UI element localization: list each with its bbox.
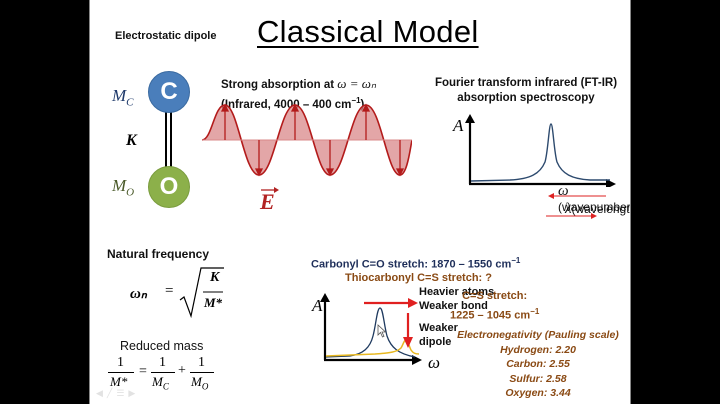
right-arrow-icon	[364, 298, 418, 308]
weaker-dipole-note: Weaker dipole	[419, 321, 458, 349]
spring-constant-label: K	[126, 132, 137, 149]
carbon-atom: C	[148, 71, 190, 113]
menu-icon[interactable]: ☰	[116, 388, 129, 398]
heavier-weaker-note: Heavier atoms Weaker bond	[419, 285, 494, 313]
electric-field-wave	[202, 103, 412, 177]
electronegativity-item: Hydrogen: 2.20	[500, 343, 576, 356]
electronegativity-table: Electronegativity (Pauling scale) Hydrog…	[455, 328, 621, 401]
equals-sign: =	[165, 283, 174, 299]
spring-constant-k: K	[210, 270, 220, 285]
dipole-text: dipole	[419, 336, 452, 348]
heavier-atoms-text: Heavier atoms	[419, 286, 495, 298]
absorption-line-1: Strong absorption at ω = ωₙ	[221, 76, 377, 91]
electronegativity-item: Sulfur: 2.58	[509, 372, 567, 385]
field-arrows	[220, 103, 405, 177]
slide-title: Classical Model	[257, 14, 479, 49]
pen-icon[interactable]: ╱	[106, 388, 117, 398]
fraction-3-den: MO	[191, 374, 209, 392]
thiocarbonyl-stretch: Thiocarbonyl C=S stretch: ?	[345, 272, 492, 284]
natural-frequency-title: Natural frequency	[107, 247, 210, 261]
reduced-mass-symbol: M*	[204, 295, 223, 310]
electric-field-label: E	[260, 189, 275, 214]
fraction-2-num: 1	[159, 355, 166, 370]
mouse-cursor-icon	[377, 324, 387, 338]
carbonyl-stretch: Carbonyl C=O stretch: 1870 – 1550 cm−1	[311, 256, 521, 271]
weaker-bond-text: Weaker bond	[419, 300, 488, 312]
slideshow-toolbar[interactable]: ◀╱☰▶	[96, 388, 139, 399]
fraction-1-den: M*	[110, 374, 128, 389]
rm-equals: =	[139, 364, 147, 379]
fraction-bar	[151, 372, 175, 373]
fraction-3-num: 1	[198, 355, 205, 370]
wavelength-arrow-icon	[546, 213, 597, 219]
spectrum-x-label: ω	[428, 353, 441, 372]
omega-n: ωₙ	[130, 286, 147, 302]
wavenumber-label: ω (wavenumber)	[558, 183, 631, 214]
ftir-title-line-1: Fourier transform infrared (FT-IR)	[434, 77, 618, 89]
weaker-text: Weaker	[419, 322, 458, 334]
ftir-title-line-2: absorption spectroscopy	[457, 92, 595, 104]
ftir-y-label: A	[453, 116, 464, 135]
fraction-bar	[190, 372, 214, 373]
ftir-title: Fourier transform infrared (FT-IR) absor…	[426, 76, 626, 106]
reduced-mass-title: Reduced mass	[120, 339, 204, 353]
fraction-2-den: MC	[152, 374, 169, 392]
slide: Electrostatic dipole Classical Model MC …	[89, 0, 631, 404]
down-arrow-icon	[403, 313, 413, 348]
next-icon[interactable]: ▶	[128, 388, 140, 398]
subtitle: Electrostatic dipole	[115, 30, 217, 42]
oxygen-atom: O	[148, 166, 190, 208]
wavenumber-arrow-icon	[548, 193, 606, 199]
fraction-1-num: 1	[117, 355, 124, 370]
cs-stretch-title: C=S stretch:	[462, 290, 528, 302]
electronegativity-item: Carbon: 2.55	[506, 358, 570, 370]
electronegativity-item: Oxygen: 3.44	[505, 387, 571, 399]
sqrt-icon	[179, 267, 224, 318]
electronegativity-title: Electronegativity (Pauling scale)	[457, 329, 619, 341]
cs-stretch-range: C=S stretch: 1225 – 1045 cm−1	[450, 288, 539, 324]
wavelength-label: λ(wavelength)	[565, 201, 630, 217]
absorption-caption: Strong absorption at ω = ωₙ (Infrared, 4…	[221, 76, 376, 113]
vector-arrow-icon	[261, 187, 279, 193]
cs-stretch-values: 1225 – 1045 cm−1	[450, 307, 540, 322]
absorption-line-2: (Infrared, 4000 – 400 cm−1)	[221, 96, 365, 111]
mass-o-label: MO	[112, 176, 135, 199]
rm-plus: +	[178, 363, 186, 378]
spectrum-y-label: A	[312, 296, 323, 315]
mass-c-label: MC	[112, 86, 134, 109]
fraction-bar	[108, 372, 134, 373]
ftir-spectrum-plot	[465, 114, 616, 187]
double-bond	[165, 112, 172, 167]
prev-icon[interactable]: ◀	[96, 388, 107, 398]
